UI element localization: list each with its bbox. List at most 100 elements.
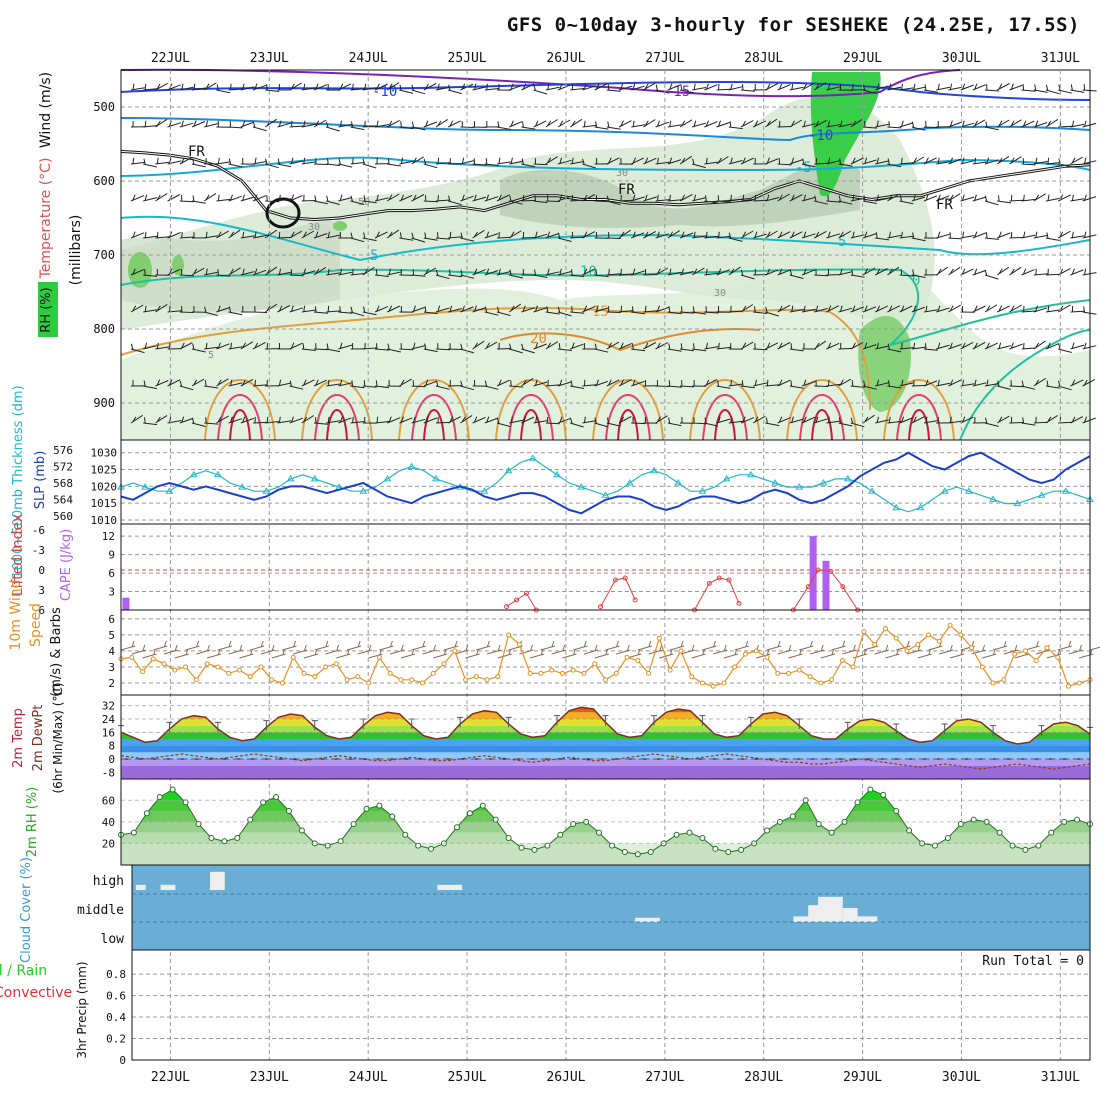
thickness-marker [650, 466, 658, 474]
wind-barb [240, 378, 254, 387]
cape-tick-label: 6 [108, 567, 115, 580]
wind-barb [728, 342, 743, 350]
wind10-marker [1065, 683, 1071, 689]
thickness-marker [359, 487, 368, 494]
wind-barb [179, 416, 194, 424]
thickness-marker [916, 503, 925, 511]
wind-barb [496, 194, 510, 202]
wind10-barb [433, 648, 448, 659]
wind-barb [960, 231, 975, 239]
wind-barb [862, 157, 877, 165]
wind-barb [1045, 157, 1060, 165]
wind-barb [350, 306, 365, 317]
wind-barb [984, 379, 999, 387]
wind10-barb [476, 640, 491, 651]
wind10-axis-label-2: Speed [28, 603, 44, 647]
wind-barb [655, 84, 670, 94]
temp-bands [121, 707, 1090, 779]
wind-barb [533, 158, 548, 166]
wind-barb [753, 379, 768, 387]
wind10-marker [129, 654, 135, 660]
wind-barb [143, 380, 158, 390]
wind-barb [911, 379, 926, 387]
wind-tick-label: 5 [108, 629, 115, 642]
wind-barb [826, 305, 840, 313]
wind-barb [411, 380, 426, 388]
minmax-tick [214, 721, 221, 733]
bottom-date-label: 24JUL [349, 1070, 388, 1085]
minmax-tick [263, 720, 270, 731]
thickness-marker [189, 470, 198, 478]
rh2m-marker [725, 849, 732, 856]
wind-barb [338, 342, 353, 350]
wind10-barb [120, 640, 136, 651]
wind-barb [1033, 305, 1048, 313]
wind10-barb [583, 644, 599, 655]
rh2m-marker [298, 827, 305, 834]
li-tick-label: 3 [38, 584, 45, 597]
contour-label: 5 [370, 248, 378, 264]
wind10-barb [271, 648, 286, 659]
wind-barb [875, 120, 889, 128]
li-marker [716, 575, 722, 581]
wind-barb [203, 192, 217, 202]
wind-barb [289, 157, 304, 165]
wind10-barb [766, 640, 782, 651]
wind-barb [143, 231, 158, 239]
wind10-marker [463, 677, 469, 683]
wind-barb [313, 158, 329, 165]
wind-barb [765, 83, 779, 91]
wind-barb [411, 121, 426, 131]
contour-label: FR [618, 182, 635, 198]
wind-barb [972, 416, 987, 424]
wind-barb [448, 84, 462, 95]
wind-barb [545, 156, 558, 165]
wind-barb [545, 379, 560, 387]
thickness-marker [892, 503, 901, 511]
rh2m-marker [970, 816, 977, 823]
wind-barb [289, 380, 304, 390]
wind-barb [936, 83, 950, 91]
wind-barb [301, 194, 316, 202]
wind10-marker [387, 670, 393, 676]
wind-barb [472, 268, 486, 276]
wind-barb [411, 194, 425, 202]
wind-barb [338, 268, 353, 276]
wind10-marker [258, 664, 264, 670]
thickness-marker [747, 470, 755, 478]
wind-barb [301, 157, 316, 165]
wind-barb [948, 266, 961, 276]
wind-barb [862, 121, 878, 129]
wind-barb [130, 120, 146, 128]
wind-barb [447, 120, 461, 128]
wind-barb [277, 342, 292, 350]
thickness-marker [625, 479, 634, 486]
wind-barb [228, 229, 241, 239]
wind-barb [521, 268, 536, 276]
wind-barb [313, 231, 328, 239]
rh-spot [172, 255, 184, 275]
wind-barb [948, 304, 961, 313]
li-line [600, 577, 636, 607]
temp-band [121, 752, 1090, 759]
wind-barb [399, 84, 414, 94]
rh2m-axis-label: 2m RH (%) [25, 787, 40, 858]
wind-barb [631, 83, 645, 91]
wind-barb [508, 230, 522, 239]
wind-barb [216, 230, 229, 239]
wind-barb [826, 83, 841, 91]
wind10-barb [174, 648, 189, 659]
wind-barb [252, 157, 267, 165]
rh2m-marker [130, 829, 137, 836]
wind-barb [264, 303, 278, 313]
wind-barb [960, 341, 974, 350]
cape-tick-label: 3 [108, 586, 115, 599]
wind-barb [582, 158, 596, 169]
wind-barb [448, 195, 462, 206]
wind-barb [423, 195, 438, 203]
wind-barb [1009, 342, 1023, 350]
wind-barb [765, 417, 780, 427]
wind-barb [838, 378, 852, 387]
minmax-tick [554, 715, 561, 726]
wind-barb [240, 83, 255, 91]
